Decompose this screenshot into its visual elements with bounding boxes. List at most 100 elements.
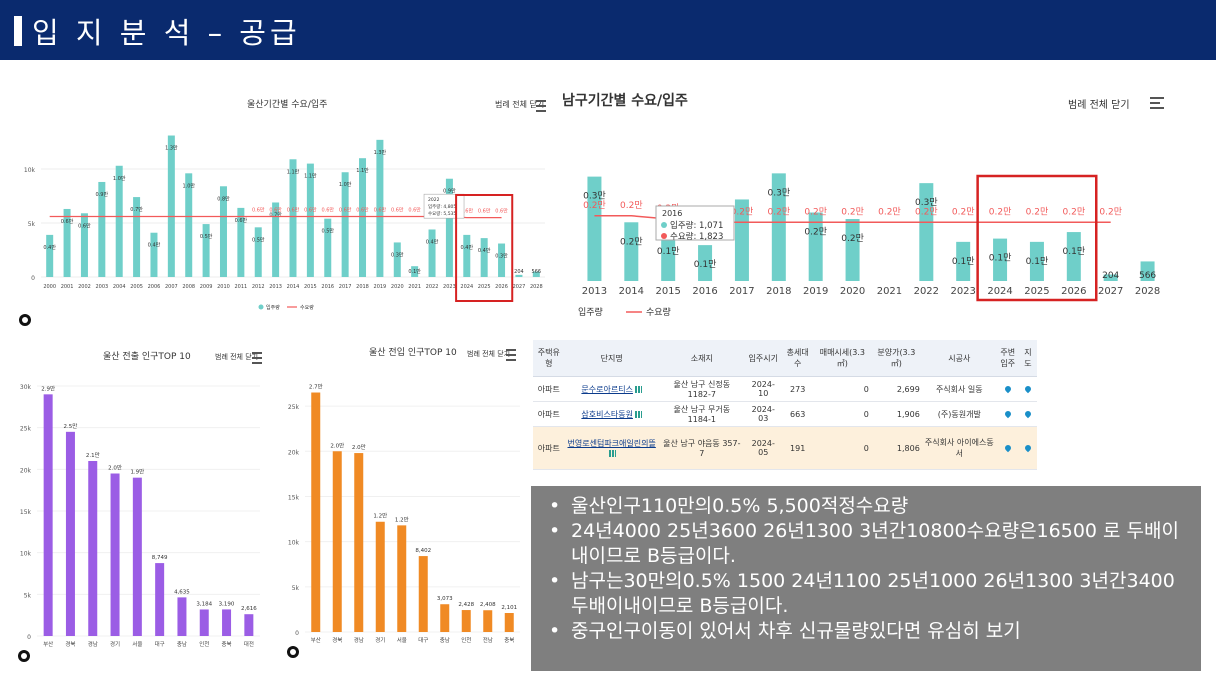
note-item: 24년4000 25년3600 26년1300 3년간10800수요량은1650… (541, 519, 1193, 569)
bar-label: 4,635 (174, 589, 190, 595)
bar-label: 1.3만 (165, 145, 178, 152)
x-tick-label: 2019 (803, 286, 828, 297)
x-tick-label: 2021 (408, 284, 421, 290)
map-pin-icon[interactable] (1023, 384, 1033, 393)
complex-link[interactable]: 번영로센텀파크애일린의뜰 (567, 439, 656, 448)
bar (222, 609, 232, 636)
bar (244, 614, 254, 636)
bar (440, 604, 450, 632)
bar-supply (411, 266, 419, 277)
bar-supply (734, 199, 749, 281)
menu-icon[interactable] (252, 352, 262, 364)
bar-label: 2.1만 (86, 451, 100, 459)
ulsan-supply-chart: 0 5k 10k 0.4만 2000 0.6만 2001 0.6만 2002 0.9만 2003 1.… (24, 135, 545, 311)
demand-label: 0.2만 (878, 206, 901, 217)
y-tick-label: 15k (20, 509, 32, 516)
cell-complex: 삼호비스타동원 (564, 401, 659, 427)
grid-icon[interactable] (609, 450, 617, 457)
cell-nearby (996, 376, 1019, 402)
map-pin-icon[interactable] (1023, 409, 1033, 418)
x-tick-label: 대구 (418, 636, 428, 644)
column-header: 지도 (1018, 340, 1037, 377)
complex-link[interactable]: 삼호비스타동원 (581, 409, 633, 419)
bar-label: 0.6만 (235, 217, 248, 224)
x-tick-label: 인천 (199, 640, 209, 648)
legend-toggle-button[interactable]: 범례 전체 닫기 (495, 100, 545, 109)
x-tick-label: 2025 (1024, 286, 1049, 297)
bar-supply (115, 165, 123, 277)
x-tick-label: 2026 (495, 284, 508, 290)
namgu-supply-panel: 남구기간별 수요/입주 범례 전체 닫기 0.3만 2013 0.2만 0.2만 201… (562, 84, 1182, 320)
menu-icon[interactable] (536, 100, 546, 112)
bar-supply (46, 234, 54, 277)
legend-demand-label: 수요량 (646, 306, 671, 318)
map-pin-icon[interactable] (1003, 409, 1013, 418)
tooltip-supply-marker (661, 222, 667, 228)
x-tick-label: 충북 (221, 640, 231, 648)
bar-supply (150, 232, 158, 277)
grid-icon[interactable] (634, 410, 642, 418)
bar-label: 2.0만 (108, 464, 122, 472)
demand-label: 0.6만 (391, 207, 404, 214)
x-tick-label: 경기 (110, 640, 120, 648)
demand-label: 0.6만 (252, 207, 265, 214)
column-header: 분양가(3.3㎡) (870, 340, 922, 377)
cell-address: 울산 남구 신정동 1182-7 (658, 376, 745, 402)
map-pin-icon[interactable] (1003, 384, 1013, 393)
legend-supply-label: 입주량 (266, 304, 280, 311)
bar-supply (956, 241, 971, 281)
legend-toggle-button[interactable]: 범례 전체 닫기 (215, 353, 259, 361)
menu-icon[interactable] (506, 349, 516, 361)
cell-type: 아파트 (533, 401, 565, 427)
bar-label: 0.4만 (478, 247, 491, 254)
bar-label: 0.1만 (1026, 256, 1049, 267)
demand-label: 0.2만 (1026, 206, 1049, 217)
y-tick-label: 0 (295, 630, 299, 637)
x-tick-label: 경남 (88, 640, 98, 648)
bar-supply (272, 202, 280, 277)
table-row: 아파트 삼호비스타동원 울산 남구 무거동 1184-1 2024-03 663… (533, 401, 1037, 427)
legend-toggle-button[interactable]: 범례 전체 닫기 (467, 350, 511, 358)
x-tick-label: 2023 (950, 286, 975, 297)
demand-label: 0.2만 (804, 206, 827, 217)
menu-icon[interactable] (1150, 97, 1164, 109)
outflow-panel: 울산 전출 인구TOP 10 범례 전체 닫기 0 5k 10k 15k 20k 25k 3… (15, 340, 270, 670)
x-tick-label: 2024 (987, 286, 1012, 297)
column-header: 주변 입주 (996, 340, 1019, 377)
bar-label: 0.7만 (130, 206, 143, 213)
bar-supply (63, 208, 71, 277)
grid-icon[interactable] (634, 385, 642, 393)
x-tick-label: 2006 (148, 284, 161, 290)
map-pin-icon[interactable] (1023, 443, 1033, 452)
tooltip-demand: 수요량: 5,535 (428, 210, 456, 217)
x-tick-label: 2019 (374, 284, 387, 290)
bar (43, 394, 53, 636)
demand-label: 0.6만 (269, 207, 282, 214)
complex-link[interactable]: 문수로아르티스 (581, 384, 633, 394)
map-pin-icon[interactable] (1003, 443, 1013, 452)
bar-supply (661, 232, 676, 281)
logo-icon (19, 314, 31, 326)
bar (65, 431, 75, 636)
bar (418, 556, 428, 632)
bar-label: 1.2만 (373, 512, 387, 520)
x-tick-label: 2022 (426, 284, 439, 290)
x-tick-label: 서울 (397, 636, 407, 644)
x-tick-label: 충남 (177, 640, 187, 648)
legend-toggle-button[interactable]: 범례 전체 닫기 (1068, 100, 1130, 111)
note-item: 울산인구110만의0.5% 5,500적정수요량 (541, 494, 1193, 519)
y-tick-label: 15k (288, 494, 300, 501)
cell-builder: (주)동원개발 (921, 401, 997, 427)
bar-label: 0.1만 (694, 259, 717, 270)
cell-price: 0 (813, 401, 871, 427)
x-tick-label: 대전 (244, 640, 254, 648)
x-tick-label: 서울 (132, 640, 142, 648)
bar-supply (133, 197, 141, 277)
x-tick-label: 부산 (311, 636, 321, 644)
bar-label: 204 (514, 269, 524, 275)
demand-label: 0.6만 (321, 207, 334, 214)
demand-label: 0.2만 (989, 206, 1012, 217)
bar-label: 1.0만 (182, 182, 195, 189)
tooltip-supply: 입주량: 4,805 (428, 203, 456, 210)
